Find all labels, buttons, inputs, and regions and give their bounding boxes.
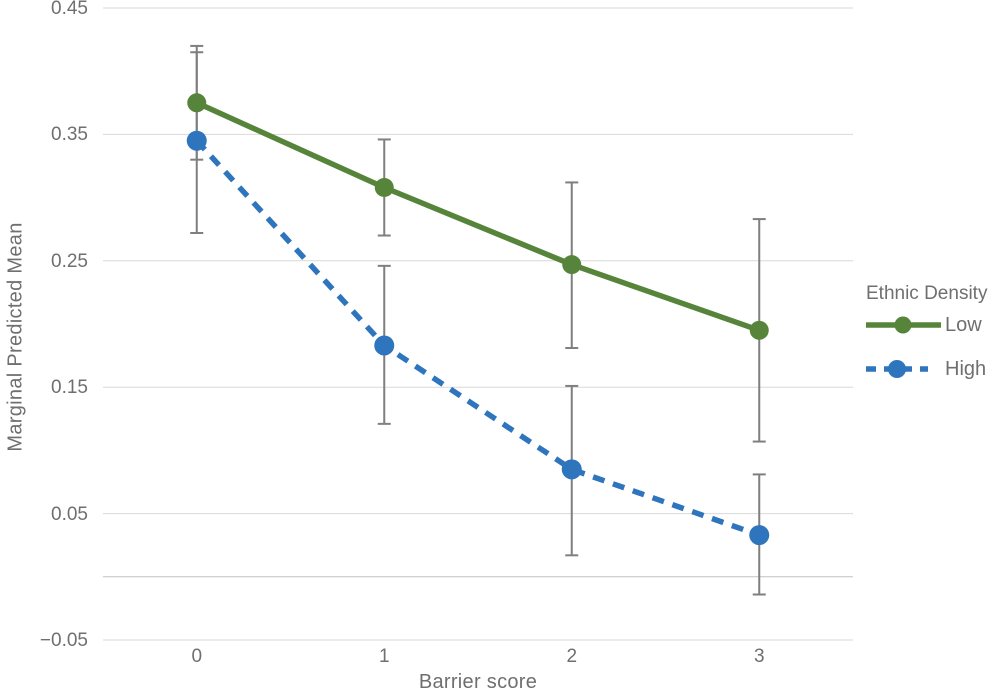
legend-label-high: High [945, 357, 987, 380]
legend-sample-low-icon [866, 316, 941, 334]
marker-high [186, 130, 207, 151]
legend-title: Ethnic Density [866, 283, 988, 304]
marker-high [749, 525, 770, 546]
marker-high [374, 335, 395, 356]
marker-low [374, 177, 394, 197]
legend-item-high: High [864, 356, 1000, 382]
marker-low [187, 93, 207, 113]
legend-marker-sample [894, 316, 912, 334]
series-line-low [195, 100, 761, 333]
y-tick-label: 0.15 [51, 377, 88, 399]
legend: Ethnic Density Low High [864, 283, 1000, 382]
x-tick-label: 2 [566, 646, 578, 667]
y-tick-label: 0.25 [51, 250, 88, 272]
marker-high [561, 459, 582, 480]
marker-low [562, 255, 582, 275]
legend-sample-high-icon [866, 360, 928, 378]
legend-item-low: Low [864, 312, 1000, 338]
x-tick-label: 0 [191, 646, 203, 667]
x-tick-label: 3 [753, 646, 765, 667]
y-tick-label: 0.35 [51, 124, 88, 146]
y-tick-label: 0.45 [51, 0, 88, 19]
x-tick-label: 1 [378, 646, 390, 667]
y-tick-label: 0.05 [51, 503, 88, 525]
legend-label-low: Low [945, 313, 982, 336]
legend-marker-sample [888, 360, 906, 378]
y-tick-label: −0.05 [39, 630, 88, 651]
series-line-high [194, 138, 761, 538]
marker-low [749, 320, 769, 340]
x-axis-title: Barrier score [418, 671, 538, 693]
